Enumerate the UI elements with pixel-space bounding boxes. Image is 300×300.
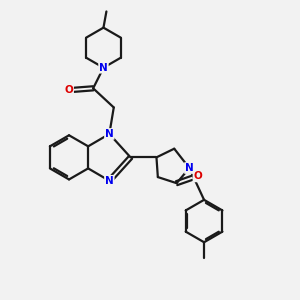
Text: O: O [194, 171, 202, 182]
Text: N: N [185, 163, 194, 173]
Text: N: N [105, 176, 114, 186]
Text: N: N [99, 63, 108, 73]
Text: N: N [105, 129, 114, 139]
Text: O: O [64, 85, 73, 95]
